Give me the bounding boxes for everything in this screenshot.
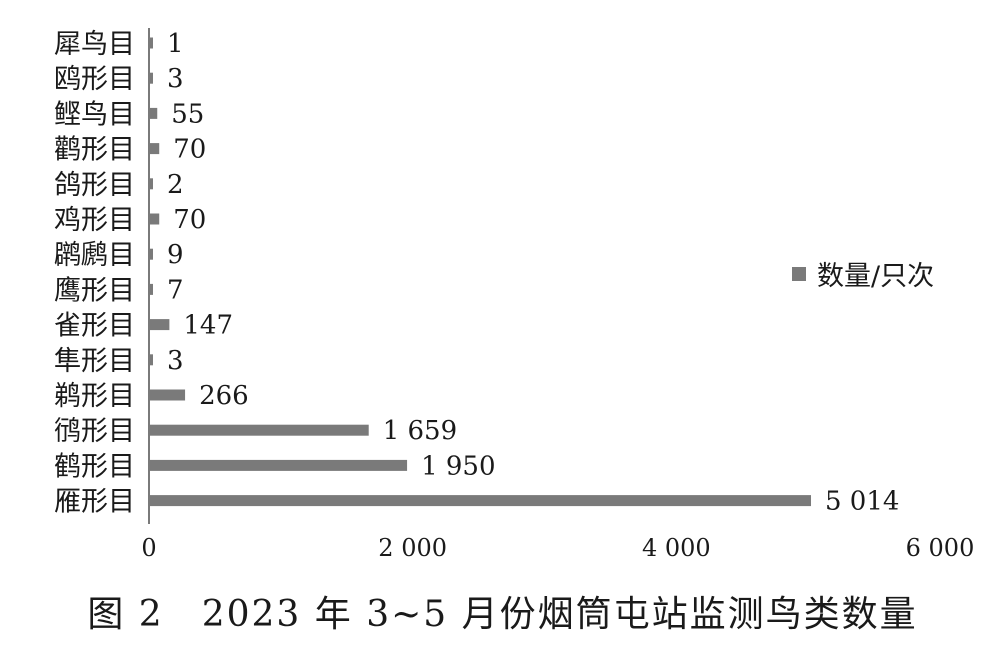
category-label: 鹳形目 [54, 135, 135, 166]
data-label: 70 [173, 205, 206, 235]
x-tick-label: 2 000 [378, 534, 447, 562]
bar [150, 248, 153, 260]
data-label: 1 659 [383, 416, 457, 446]
category-label: 鸻形目 [54, 416, 135, 447]
bar [150, 319, 170, 331]
category-label: 鹈形目 [54, 381, 135, 412]
data-label: 70 [173, 135, 206, 165]
category-label: 鹰形目 [54, 275, 135, 306]
data-label: 7 [167, 275, 184, 305]
bars [150, 37, 812, 507]
category-label: 犀鸟目 [54, 29, 135, 60]
legend: 数量/只次 [792, 261, 934, 292]
bar [150, 354, 153, 366]
legend-swatch [792, 267, 806, 281]
bar [150, 143, 160, 155]
bar [150, 213, 160, 225]
value-labels: 1 3 55 70 2 70 9 7 147 3 266 1 659 1 950 5 014 [167, 29, 899, 517]
category-label: 雀形目 [54, 311, 135, 342]
category-label: 隼形目 [54, 346, 135, 377]
data-label: 3 [167, 64, 184, 94]
data-label: 9 [167, 240, 184, 270]
bar [150, 283, 153, 295]
x-tick-label: 4 000 [642, 534, 711, 562]
bar [150, 72, 153, 84]
x-tick-label: 6 000 [906, 534, 975, 562]
category-label: 鸥形目 [54, 64, 135, 95]
bar [150, 389, 186, 401]
bar [150, 178, 153, 190]
figure-caption: 图 2 2023 年 3~5 月份烟筒屯站监测鸟类数量 [87, 594, 918, 635]
category-label: 鸽形目 [54, 170, 135, 201]
bar [150, 424, 369, 436]
category-label: 䴙䴘目 [54, 240, 135, 271]
data-label: 55 [171, 99, 204, 129]
data-label: 5 014 [825, 487, 899, 517]
category-label: 鹤形目 [54, 451, 135, 482]
category-label: 雁形目 [54, 487, 135, 518]
bar [150, 495, 812, 507]
data-label: 3 [167, 346, 184, 376]
data-label: 2 [167, 170, 184, 200]
category-label: 鸡形目 [54, 205, 135, 236]
x-tick-labels: 0 2 000 4 000 6 000 [141, 534, 974, 562]
data-label: 1 [167, 29, 184, 59]
x-tick-label: 0 [141, 534, 156, 562]
legend-label: 数量/只次 [817, 261, 934, 292]
bar [150, 37, 153, 49]
category-label: 鲣鸟目 [54, 99, 135, 130]
data-label: 147 [183, 311, 233, 341]
bar [150, 459, 408, 471]
bar [150, 107, 158, 119]
data-label: 266 [199, 381, 249, 411]
data-label: 1 950 [421, 451, 495, 481]
category-labels: 犀鸟目鸥形目鲣鸟目鹳形目鸽形目鸡形目䴙䴘目鹰形目雀形目隼形目鹈形目鸻形目鹤形目雁… [54, 29, 135, 518]
